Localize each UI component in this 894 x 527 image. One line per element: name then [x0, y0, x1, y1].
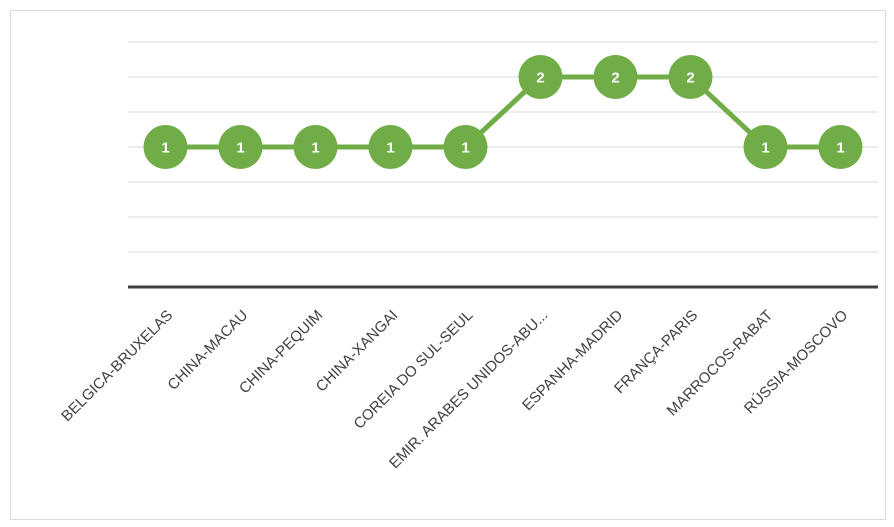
data-label: 1 [386, 140, 394, 157]
data-label: 2 [536, 70, 544, 87]
data-point: 1 [818, 125, 863, 169]
data-point: 2 [518, 55, 563, 99]
x-tick-label: EMIR. ARABES UNIDOS-ABU... [386, 307, 551, 472]
data-label: 2 [686, 70, 694, 87]
data-label: 1 [761, 140, 769, 157]
data-point: 1 [743, 125, 788, 169]
data-point-marker [143, 125, 188, 169]
data-label: 1 [161, 140, 169, 157]
data-points: 1 1 1 1 1 2 2 2 1 1 [143, 55, 863, 169]
x-tick-label: CHINA-MACAU [164, 307, 251, 394]
data-point: 1 [368, 125, 413, 169]
data-point-marker [818, 125, 863, 169]
data-point-marker [218, 125, 263, 169]
data-point-marker [668, 55, 713, 99]
data-point: 1 [218, 125, 263, 169]
x-tick-label: BELGICA-BRUXELAS [58, 307, 176, 425]
data-point: 1 [293, 125, 338, 169]
data-point-marker [368, 125, 413, 169]
data-label: 1 [836, 140, 844, 157]
data-point-marker [293, 125, 338, 169]
series-polyline [165, 74, 841, 150]
data-point: 2 [668, 55, 713, 99]
x-tick-labels: BELGICA-BRUXELASCHINA-MACAUCHINA-PEQUIMC… [58, 307, 851, 472]
data-label: 2 [611, 70, 619, 87]
data-point-marker [593, 55, 638, 99]
data-point-marker [743, 125, 788, 169]
data-label: 1 [236, 140, 244, 157]
data-point: 1 [443, 125, 488, 169]
data-point-marker [443, 125, 488, 169]
data-label: 1 [461, 140, 469, 157]
data-point: 2 [593, 55, 638, 99]
data-label: 1 [311, 140, 319, 157]
data-point: 1 [143, 125, 188, 169]
chart-frame [10, 10, 886, 520]
data-point-marker [518, 55, 563, 99]
series-line [165, 74, 841, 150]
